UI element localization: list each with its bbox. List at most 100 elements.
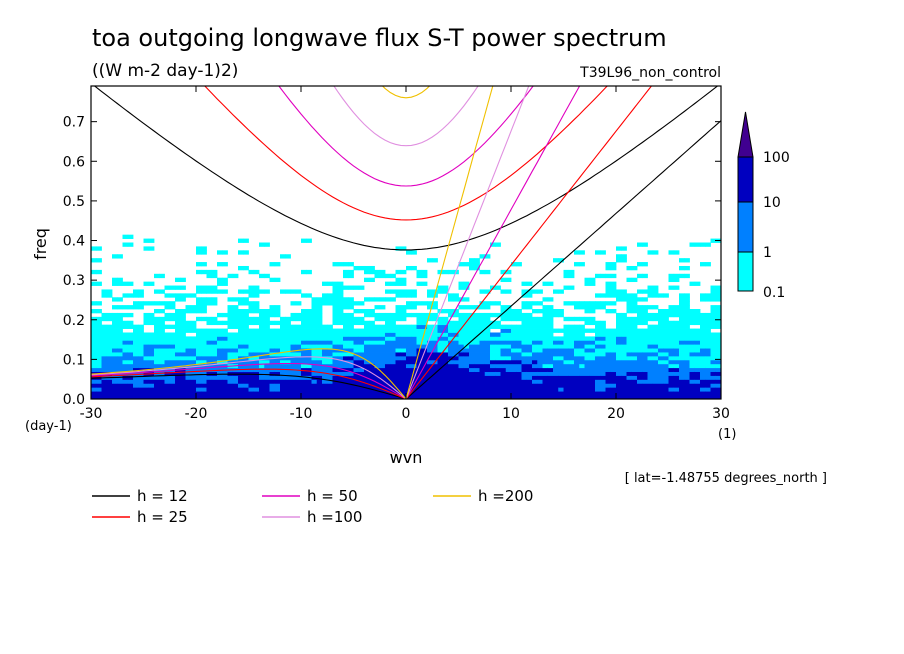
heat-cell [290,289,297,294]
heat-cell [500,340,507,345]
heat-cell [159,363,165,369]
heat-cell [505,289,512,294]
heat-cell [458,285,465,290]
heat-cell [306,336,312,341]
heat-cell [511,312,517,318]
heat-cell [175,285,181,290]
heat-cell [348,312,354,318]
heat-cell [537,336,543,341]
heat-cell [106,348,113,353]
heat-cell [400,391,407,396]
heat-cell [500,269,507,275]
heat-cell [133,301,139,306]
heat-cell [500,277,507,283]
heat-cell [154,383,160,388]
heat-cell [395,277,402,283]
heat-cell [164,340,171,345]
heat-cell [490,344,496,349]
heat-cell [106,336,113,341]
heat-cell [511,309,517,314]
heat-cell [227,297,234,302]
heat-cell [343,320,349,326]
heat-cell [705,324,711,329]
heat-cell [238,348,244,353]
heat-cell [626,305,633,310]
heat-cell [348,324,354,329]
heat-cell [190,371,197,376]
heat-cell [306,332,312,337]
heat-cell [652,371,659,376]
heat-cell [280,336,286,341]
heat-cell [516,336,522,341]
heat-cell [705,312,711,318]
heat-cell [301,395,307,399]
heat-cell [547,371,554,376]
heat-cell [285,387,291,392]
heat-cell [626,320,633,326]
heat-cell [568,371,575,376]
heat-cell [222,344,228,349]
heat-cell [574,332,580,337]
heat-cell [610,395,617,399]
heat-cell [574,395,580,399]
heat-cell [238,320,244,326]
heat-cell [532,344,538,349]
heat-cell [694,395,701,399]
heat-cell [537,301,543,306]
heat-cell [547,305,554,310]
heat-cell [689,379,696,384]
heat-cell [631,352,638,357]
heat-cell [463,395,470,399]
heat-cell [274,363,281,369]
heat-cell [521,363,528,369]
heat-cell [563,355,570,361]
heat-cell [164,375,171,380]
heat-cell [652,332,659,337]
heat-cell [395,316,402,322]
heat-cell [96,309,102,314]
heat-cell [311,332,318,337]
heat-cell [280,340,286,345]
heat-cell [101,316,108,322]
heat-cell [563,395,570,399]
heat-cell [448,363,454,369]
heat-cell [500,305,507,310]
heat-cell [222,395,228,399]
heat-cell [269,312,276,318]
heat-cell [280,324,286,329]
heat-cell [710,336,717,341]
heat-cell [637,320,643,326]
heat-cell [553,312,559,318]
heat-cell [400,289,407,294]
heat-cell [532,359,538,365]
heat-cell [416,371,423,376]
heat-cell [196,379,202,384]
heat-cell [694,320,701,326]
heat-cell [563,336,570,341]
heat-cell [574,250,580,255]
heat-cell [505,340,512,345]
heat-cell [595,273,601,279]
heat-cell [243,301,249,306]
heat-cell [605,359,612,365]
heat-cell [332,289,339,294]
heat-cell [91,336,97,341]
heat-cell [180,328,186,333]
heat-cell [101,379,108,384]
heat-cell [448,355,454,361]
heat-cell [442,344,449,349]
heat-cell [185,355,192,361]
heat-cell [269,363,276,369]
heat-cell [169,363,176,369]
heat-cell [222,289,228,294]
heat-cell [521,332,528,337]
heat-cell [700,367,706,373]
heat-cell [647,359,654,365]
heat-cell [532,391,538,396]
heat-cell [621,320,627,326]
heat-cell [148,246,155,251]
heat-cell [301,320,307,326]
heat-cell [206,371,213,376]
heat-cell [474,312,480,318]
heat-cell [631,309,638,314]
